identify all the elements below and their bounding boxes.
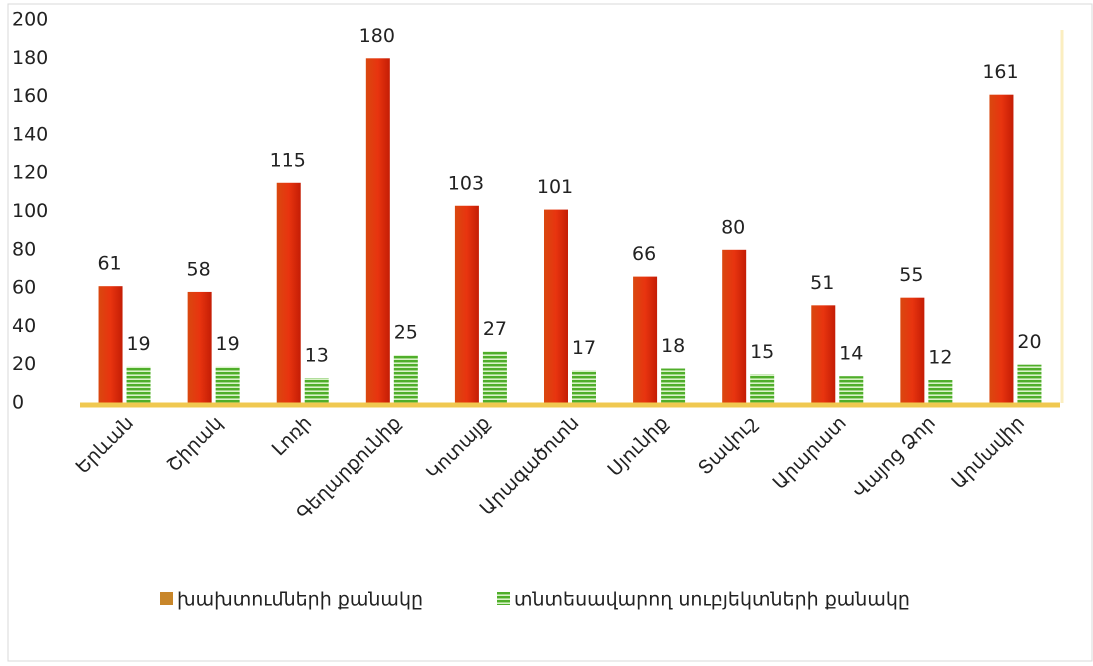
y-tick-label: 140: [12, 123, 48, 145]
data-label: 58: [187, 258, 211, 280]
y-tick-label: 0: [12, 392, 24, 414]
bar: [187, 291, 212, 403]
y-tick-label: 80: [12, 238, 36, 260]
legend-label: տնտեսավարող սուբյեկտների քանակը: [514, 589, 910, 611]
bar: [1017, 364, 1042, 403]
chart-border: [7, 3, 1093, 662]
bar: [750, 374, 775, 403]
data-label: 161: [982, 61, 1018, 83]
bar: [482, 351, 507, 403]
bar: [722, 249, 747, 403]
bar: [928, 380, 953, 403]
data-label: 80: [721, 216, 745, 238]
x-tick-label: Երևան: [72, 412, 138, 478]
bar: [98, 286, 123, 403]
x-tick-label: Շիրակ: [163, 412, 227, 476]
data-label: 12: [928, 347, 952, 369]
data-label: 14: [839, 343, 863, 365]
x-tick-label: Կոտայք: [422, 412, 494, 484]
bar: [126, 366, 151, 403]
bar: [839, 376, 864, 403]
bar: [572, 370, 596, 403]
bar: [304, 378, 329, 403]
bar: [900, 297, 925, 403]
data-label: 103: [448, 172, 484, 194]
data-label: 17: [572, 337, 596, 359]
data-label: 20: [1017, 331, 1041, 353]
data-label: 25: [394, 322, 418, 344]
data-label: 27: [483, 318, 507, 340]
bar: [393, 355, 418, 403]
y-tick-label: 120: [12, 162, 48, 184]
y-tick-label: 100: [12, 200, 48, 222]
bar: [811, 305, 836, 403]
x-tick-label: Արմավիր: [947, 412, 1029, 494]
data-label: 19: [126, 333, 150, 355]
data-label: 115: [270, 149, 306, 171]
data-label: 101: [537, 176, 573, 198]
legend-swatch: [497, 592, 510, 605]
x-tick-label: Լոռի: [268, 412, 316, 460]
bar: [989, 94, 1014, 403]
data-label: 18: [661, 335, 685, 357]
x-tick-label: Սյունիք: [604, 412, 673, 481]
bar: [215, 366, 240, 403]
y-tick-label: 180: [12, 47, 48, 69]
y-tick-label: 60: [12, 277, 36, 299]
data-label: 15: [750, 341, 774, 363]
bar: [661, 368, 686, 403]
data-label: 180: [359, 25, 395, 47]
data-label: 61: [97, 253, 121, 275]
y-tick-label: 20: [12, 353, 36, 375]
x-tick-label: Արարատ: [769, 412, 851, 494]
bar: [454, 205, 479, 403]
data-label: 19: [216, 333, 240, 355]
legend-label: խախտումների քանակը: [177, 589, 423, 611]
y-tick-label: 40: [12, 315, 36, 337]
data-label: 51: [810, 272, 834, 294]
data-label: 66: [632, 243, 656, 265]
data-label: 55: [899, 264, 923, 286]
x-tick-label: Տավուշ: [694, 412, 762, 480]
bar: [544, 209, 568, 403]
y-tick-label: 160: [12, 85, 48, 107]
bar: [633, 276, 658, 403]
x-tick-label: Վայոց Ձոր: [849, 412, 940, 503]
bar: [365, 58, 390, 404]
y-tick-label: 200: [12, 9, 48, 31]
bar: [276, 182, 301, 403]
legend-swatch: [160, 592, 173, 605]
data-label: 13: [305, 345, 329, 367]
